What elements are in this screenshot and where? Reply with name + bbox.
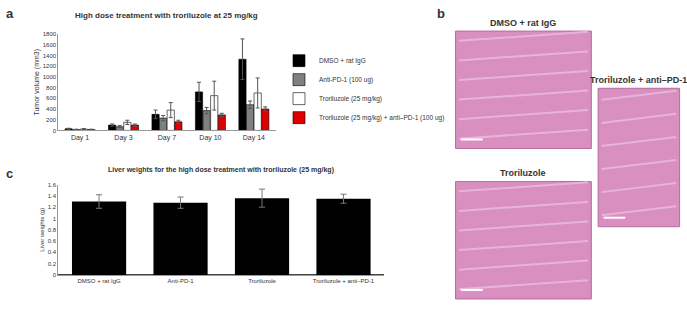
svg-text:600: 600 xyxy=(46,95,57,101)
svg-text:200: 200 xyxy=(46,117,57,123)
svg-text:0.8: 0.8 xyxy=(48,227,57,233)
svg-text:0.4: 0.4 xyxy=(48,249,57,255)
svg-text:0.2: 0.2 xyxy=(48,261,57,267)
svg-text:Troriluzole (25 mg/kg) + anti–: Troriluzole (25 mg/kg) + anti–PD-1 (100 … xyxy=(319,114,444,122)
svg-text:1000: 1000 xyxy=(43,74,57,80)
svg-text:Troriluzole + anti–PD-1: Troriluzole + anti–PD-1 xyxy=(590,75,687,85)
svg-text:b: b xyxy=(437,6,445,21)
svg-text:DMSO + rat IgG: DMSO + rat IgG xyxy=(319,57,366,65)
svg-text:a: a xyxy=(6,6,14,21)
svg-text:1.2: 1.2 xyxy=(48,204,57,210)
svg-text:Day 7: Day 7 xyxy=(158,134,176,142)
svg-text:1.6: 1.6 xyxy=(48,182,57,188)
svg-text:0.6: 0.6 xyxy=(48,238,57,244)
svg-text:Liver weights for the high dos: Liver weights for the high dose treatmen… xyxy=(108,166,334,174)
svg-text:1: 1 xyxy=(53,216,57,222)
svg-text:Tumor volume (mm3): Tumor volume (mm3) xyxy=(33,49,41,116)
svg-text:1600: 1600 xyxy=(43,42,57,48)
svg-text:High dose treatment with trori: High dose treatment with troriluzole at … xyxy=(75,11,258,20)
svg-text:0: 0 xyxy=(53,272,57,278)
svg-text:Anti-PD-1 (100 ug): Anti-PD-1 (100 ug) xyxy=(319,76,373,84)
svg-text:1200: 1200 xyxy=(43,63,57,69)
svg-text:Troriluzole: Troriluzole xyxy=(500,168,546,178)
svg-text:Day 10: Day 10 xyxy=(199,134,221,142)
svg-text:0: 0 xyxy=(53,128,57,134)
svg-text:1400: 1400 xyxy=(43,53,57,59)
svg-text:Day 1: Day 1 xyxy=(71,134,89,142)
svg-text:1800: 1800 xyxy=(43,31,57,37)
svg-text:Day 3: Day 3 xyxy=(114,134,132,142)
svg-text:Anti-PD-1: Anti-PD-1 xyxy=(168,278,195,284)
svg-text:1.4: 1.4 xyxy=(48,193,57,199)
svg-text:Troriluzole: Troriluzole xyxy=(248,278,276,284)
svg-text:Troriluzole (25 mg/kg): Troriluzole (25 mg/kg) xyxy=(319,95,382,103)
svg-text:DMSO + rat IgG: DMSO + rat IgG xyxy=(490,18,556,28)
svg-text:400: 400 xyxy=(46,106,57,112)
svg-text:c: c xyxy=(6,166,13,181)
svg-text:Troriluzole + anti–PD-1: Troriluzole + anti–PD-1 xyxy=(313,278,375,284)
svg-text:Liver weights (g): Liver weights (g) xyxy=(39,208,45,252)
svg-text:800: 800 xyxy=(46,85,57,91)
svg-text:Day 14: Day 14 xyxy=(243,134,265,142)
svg-text:DMSO + rat IgG: DMSO + rat IgG xyxy=(77,278,121,284)
